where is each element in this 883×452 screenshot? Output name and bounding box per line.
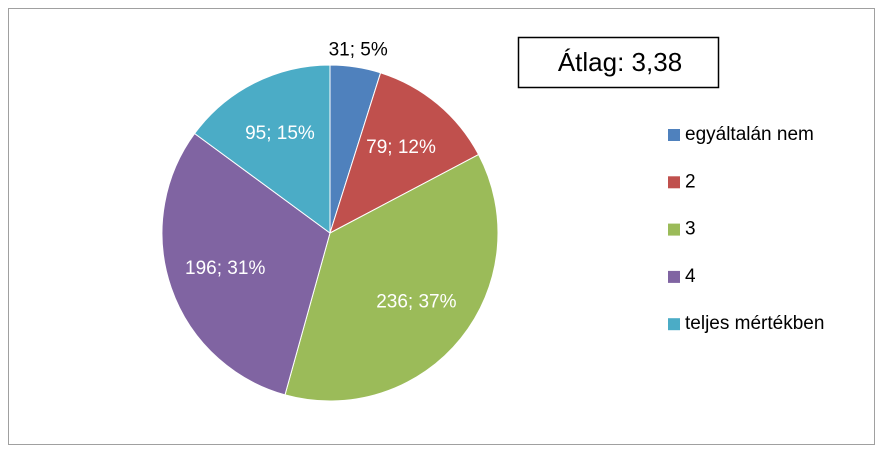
- legend-label: 3: [685, 219, 696, 240]
- data-label: 95; 15%: [245, 123, 315, 144]
- legend-swatch: [668, 129, 680, 141]
- data-label: 196; 31%: [185, 258, 265, 279]
- legend-swatch: [668, 318, 680, 331]
- pie-slice: [329, 72, 480, 235]
- pie-slice: [284, 153, 499, 402]
- data-label: 236; 37%: [376, 292, 456, 313]
- legend-swatch: [668, 270, 680, 283]
- pie-slice: [161, 132, 331, 396]
- data-label: 31; 5%: [329, 39, 388, 60]
- annotation: Átlag: 3,38: [558, 47, 682, 77]
- data-label: 79; 12%: [366, 137, 436, 158]
- legend-swatch: [668, 223, 680, 236]
- pie-slice: [193, 64, 331, 234]
- legend-label: teljes mértékben: [685, 313, 824, 334]
- legend-label: 2: [685, 171, 696, 192]
- legend-swatch: [668, 176, 680, 189]
- legend-label: egyáltalán nem: [685, 124, 814, 145]
- legend-label: 4: [685, 266, 696, 287]
- annotation-box: [517, 36, 720, 89]
